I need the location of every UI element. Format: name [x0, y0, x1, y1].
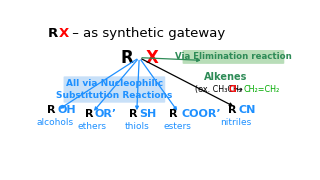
Text: OH: OH [57, 105, 76, 115]
Text: R: R [47, 105, 56, 115]
Text: R: R [228, 105, 237, 115]
Text: R: R [169, 109, 178, 120]
Text: R: R [120, 49, 133, 67]
Text: OR’: OR’ [95, 109, 117, 120]
Text: →: → [236, 85, 245, 94]
Text: R: R [47, 27, 58, 40]
Text: SH: SH [139, 109, 156, 120]
Text: esters: esters [164, 122, 192, 131]
Text: COOR’: COOR’ [181, 109, 221, 120]
Text: alcohols: alcohols [36, 118, 74, 127]
Text: thiols: thiols [124, 122, 149, 131]
Text: All via Nucleophilic
Substitution Reactions: All via Nucleophilic Substitution Reacti… [56, 79, 172, 100]
FancyBboxPatch shape [183, 50, 284, 64]
Text: Via Elimination reaction: Via Elimination reaction [175, 52, 292, 61]
Text: Cl: Cl [228, 85, 237, 94]
Text: Alkenes: Alkenes [204, 72, 247, 82]
Text: R: R [129, 109, 138, 120]
Text: CN: CN [238, 105, 256, 115]
Text: (ex. CH₃CH₂: (ex. CH₃CH₂ [195, 85, 242, 94]
Text: nitriles: nitriles [220, 118, 252, 127]
Text: ethers: ethers [77, 122, 107, 131]
Text: – as synthetic gateway: – as synthetic gateway [68, 27, 225, 40]
Text: CH₂=CH₂: CH₂=CH₂ [244, 85, 280, 94]
Text: R: R [84, 109, 93, 120]
Text: X: X [145, 49, 158, 67]
Text: X: X [59, 27, 69, 40]
FancyBboxPatch shape [64, 76, 165, 103]
